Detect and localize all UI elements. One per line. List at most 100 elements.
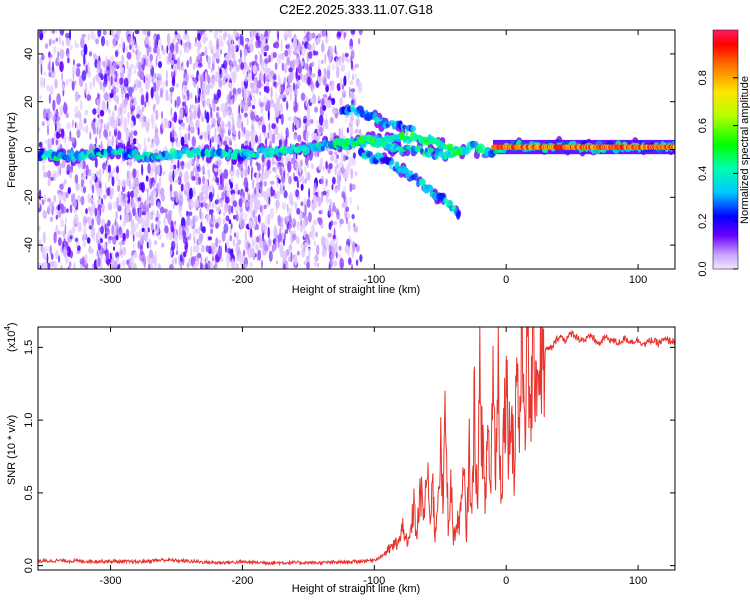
noise-speckle: [339, 257, 345, 269]
noise-speckle: [175, 196, 179, 204]
noise-speckle: [96, 170, 99, 177]
noise-speckle: [132, 138, 137, 145]
noise-speckle: [149, 258, 154, 264]
noise-speckle: [56, 56, 60, 63]
noise-speckle: [252, 75, 255, 80]
noise-speckle: [182, 258, 185, 266]
noise-speckle: [242, 87, 244, 99]
noise-speckle: [171, 76, 176, 87]
noise-speckle: [297, 81, 301, 87]
noise-speckle: [154, 240, 157, 245]
noise-speckle: [132, 226, 137, 233]
noise-speckle: [84, 230, 86, 241]
noise-speckle: [85, 164, 89, 176]
noise-speckle: [358, 30, 363, 36]
noise-speckle: [291, 233, 297, 241]
noise-speckle: [247, 247, 253, 258]
noise-speckle: [190, 246, 193, 258]
noise-speckle: [232, 94, 235, 104]
noise-speckle: [223, 140, 227, 146]
noise-speckle: [121, 246, 127, 256]
noise-speckle: [71, 193, 73, 204]
noise-speckle: [243, 126, 246, 134]
noise-speckle: [322, 45, 325, 51]
spectrogram-noise-layer: [38, 30, 363, 269]
noise-speckle: [311, 88, 314, 94]
noise-speckle: [47, 112, 51, 120]
noise-speckle: [68, 261, 72, 268]
noise-speckle: [206, 99, 210, 105]
noise-speckle: [249, 61, 252, 68]
noise-speckle: [240, 62, 245, 71]
noise-speckle: [256, 162, 261, 172]
noise-speckle: [103, 194, 107, 200]
noise-speckle: [292, 101, 295, 108]
noise-speckle: [275, 92, 278, 100]
noise-speckle: [267, 109, 270, 121]
signal-mark: [427, 186, 434, 192]
noise-speckle: [253, 215, 258, 222]
noise-speckle: [251, 233, 254, 244]
noise-speckle: [197, 238, 201, 245]
noise-speckle: [321, 208, 324, 215]
noise-speckle: [214, 139, 218, 144]
noise-speckle: [273, 160, 277, 165]
noise-speckle: [60, 264, 63, 269]
noise-speckle: [47, 170, 52, 179]
noise-speckle: [266, 160, 270, 172]
noise-speckle: [320, 59, 324, 65]
noise-speckle: [197, 85, 199, 97]
noise-speckle: [182, 230, 187, 239]
noise-speckle: [147, 30, 151, 37]
noise-speckle: [88, 225, 93, 230]
noise-speckle: [116, 165, 119, 174]
snr-x-ticks: -300 -200 -100 0 100: [100, 327, 647, 587]
noise-speckle: [272, 166, 276, 172]
noise-speckle: [107, 219, 111, 227]
noise-speckle: [212, 249, 215, 259]
noise-speckle: [275, 108, 280, 118]
noise-speckle: [170, 106, 173, 117]
noise-speckle: [253, 193, 258, 206]
noise-speckle: [145, 92, 149, 103]
noise-speckle: [158, 234, 162, 241]
snr-series-line: [38, 327, 675, 567]
noise-speckle: [143, 256, 146, 268]
noise-speckle: [314, 258, 317, 268]
y-tick-label: 1.5: [23, 340, 35, 355]
noise-speckle: [333, 242, 339, 250]
noise-speckle: [102, 168, 105, 174]
noise-speckle: [218, 78, 223, 88]
noise-speckle: [345, 72, 347, 77]
noise-speckle: [69, 44, 73, 51]
noise-speckle: [83, 53, 86, 65]
noise-speckle: [155, 109, 159, 121]
noise-speckle: [139, 201, 144, 210]
noise-speckle: [231, 112, 234, 123]
noise-speckle: [217, 193, 219, 201]
noise-speckle: [170, 196, 176, 202]
noise-speckle: [97, 30, 102, 38]
noise-speckle: [52, 115, 55, 122]
noise-speckle: [228, 109, 230, 116]
noise-speckle: [239, 255, 244, 266]
noise-speckle: [288, 256, 291, 263]
noise-speckle: [47, 138, 53, 150]
noise-speckle: [256, 170, 260, 180]
noise-speckle: [354, 128, 360, 134]
noise-speckle: [212, 55, 215, 64]
noise-speckle: [218, 35, 223, 42]
noise-speckle: [263, 191, 266, 198]
noise-speckle: [271, 189, 276, 195]
noise-speckle: [62, 246, 68, 258]
noise-speckle: [296, 236, 300, 245]
noise-speckle: [77, 245, 81, 252]
noise-speckle: [316, 244, 320, 256]
noise-speckle: [339, 97, 343, 107]
noise-speckle: [95, 181, 100, 192]
noise-speckle: [112, 167, 117, 173]
noise-speckle: [186, 262, 190, 268]
noise-speckle: [38, 189, 42, 201]
snr-x-label: Height of straight line (km): [292, 583, 420, 595]
noise-speckle: [181, 86, 184, 99]
